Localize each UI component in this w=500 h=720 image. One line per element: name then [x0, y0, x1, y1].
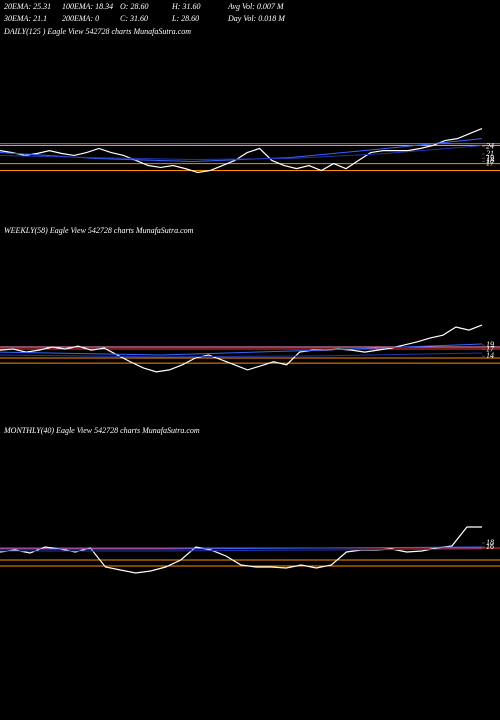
panel-title: MONTHLY(40) Eagle View 542728 charts Mun… [3, 426, 200, 435]
y-tick-label: 14 [486, 351, 494, 360]
price-line [0, 145, 483, 161]
header-text: Day Vol: 0.018 M [227, 14, 286, 23]
price-line [0, 546, 483, 550]
header-text: 30EMA: 21.1 [3, 14, 47, 23]
price-line [0, 128, 483, 174]
y-tick-label: 17 [486, 344, 495, 353]
y-tick-label: 18 [486, 156, 494, 165]
price-line [0, 324, 483, 373]
y-tick-label: 19 [486, 154, 494, 163]
header-text: 200EMA: 0 [62, 14, 99, 23]
y-tick-label: 17 [486, 158, 495, 167]
header-text: C: 31.60 [120, 14, 148, 23]
header-text: O: 28.60 [120, 2, 148, 11]
y-tick-label: 21 [486, 149, 494, 158]
panel-title: DAILY(125 ) Eagle View 542728 charts Mun… [3, 27, 191, 36]
y-tick-label: 16 [486, 542, 494, 551]
header-text: H: 31.60 [171, 2, 200, 11]
header-text: 100EMA: 18.34 [62, 2, 113, 11]
price-line [0, 343, 483, 356]
y-tick-label: 19 [486, 340, 494, 349]
y-tick-label: 24 [486, 142, 494, 151]
header-text: L: 28.60 [171, 14, 199, 23]
header-text: Avg Vol: 0.007 M [227, 2, 285, 11]
price-line [0, 352, 483, 358]
panel-title: WEEKLY(58) Eagle View 542728 charts Muna… [4, 226, 194, 235]
header-text: 20EMA: 25.31 [4, 2, 51, 11]
y-tick-label: 18 [486, 538, 494, 547]
price-line [0, 548, 483, 552]
